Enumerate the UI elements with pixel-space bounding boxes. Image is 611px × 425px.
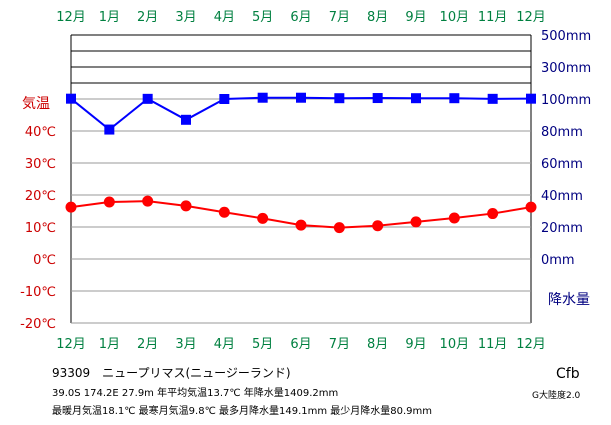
temperature-marker: [218, 206, 230, 218]
temperature-marker: [142, 195, 154, 207]
temperature-tick-label: 40℃: [25, 125, 56, 140]
precipitation-marker: [142, 93, 153, 104]
precipitation-tick-label: 500mm: [541, 29, 591, 44]
temperature-tick-label: -20℃: [20, 317, 56, 332]
top-month-labels: 12月 1月 2月 3月 4月 5月 6月 7月 8月 9月 10月 11月 12月: [56, 10, 546, 25]
temperature-marker: [410, 216, 422, 228]
precipitation-tick-label: 0mm: [541, 253, 575, 268]
temperature-marker: [180, 200, 192, 212]
precipitation-axis-title: 降水量: [548, 292, 590, 308]
month-label-top: 5月: [252, 10, 273, 25]
precipitation-tick-label: 80mm: [541, 125, 583, 140]
climate-chart: 12月 1月 2月 3月 4月 5月 6月 7月 8月 9月 10月 11月 12月 12月 1月 2月 3月…: [20, 10, 591, 352]
precipitation-marker: [487, 93, 498, 104]
precipitation-tick-label: 40mm: [541, 189, 583, 204]
precipitation-marker: [372, 93, 383, 104]
precipitation-series: [66, 92, 536, 135]
month-label-bottom: 4月: [214, 337, 235, 352]
precipitation-marker: [449, 93, 460, 104]
month-label-top: 2月: [137, 10, 158, 25]
month-label-top: 11月: [478, 10, 508, 25]
month-label-bottom: 2月: [137, 337, 158, 352]
month-label-bottom: 5月: [252, 337, 273, 352]
month-label-top: 9月: [405, 10, 426, 25]
temperature-marker: [257, 212, 269, 224]
temperature-tick-label: 30℃: [25, 157, 56, 172]
month-label-bottom: 11月: [478, 337, 508, 352]
temperature-tick-label: -10℃: [20, 285, 56, 300]
month-label-top: 12月: [56, 10, 86, 25]
month-label-top: 7月: [329, 10, 350, 25]
gridlines: [70, 34, 532, 324]
month-label-bottom: 8月: [367, 337, 388, 352]
station-info: 93309 ニュープリマス(ニュージーランド): [52, 366, 291, 380]
climate-class: Cfb: [556, 366, 580, 382]
month-label-top: 10月: [440, 10, 470, 25]
precipitation-marker: [104, 124, 115, 135]
month-label-bottom: 9月: [405, 337, 426, 352]
month-label-bottom: 12月: [516, 337, 546, 352]
temperature-marker: [525, 201, 537, 213]
precipitation-tick-label: 300mm: [541, 61, 591, 76]
precipitation-tick-label: 20mm: [541, 221, 583, 236]
month-label-top: 6月: [290, 10, 311, 25]
temperature-axis: 40℃ 30℃ 20℃ 10℃ 0℃ -10℃ -20℃: [20, 125, 56, 332]
month-label-bottom: 6月: [290, 337, 311, 352]
month-label-top: 4月: [214, 10, 235, 25]
temperature-marker: [372, 220, 384, 232]
month-label-top: 1月: [99, 10, 120, 25]
bottom-month-labels: 12月 1月 2月 3月 4月 5月 6月 7月 8月 9月 10月 11月 12月: [56, 337, 546, 352]
precipitation-marker: [526, 93, 536, 104]
month-label-bottom: 7月: [329, 337, 350, 352]
month-label-top: 8月: [367, 10, 388, 25]
temperature-tick-label: 20℃: [25, 189, 56, 204]
temperature-axis-title: 気温: [22, 96, 50, 112]
precipitation-marker: [257, 92, 268, 103]
temperature-series: [65, 195, 537, 234]
precipitation-marker: [66, 93, 76, 104]
precipitation-marker: [181, 114, 191, 125]
temperature-marker: [103, 196, 115, 208]
month-label-top: 12月: [516, 10, 546, 25]
temperature-marker: [333, 222, 345, 234]
precipitation-marker: [219, 94, 230, 104]
month-label-bottom: 10月: [440, 337, 470, 352]
month-label-bottom: 3月: [175, 337, 196, 352]
month-label-top: 3月: [175, 10, 196, 25]
temperature-tick-label: 0℃: [33, 253, 56, 268]
temperature-tick-label: 10℃: [25, 221, 56, 236]
temperature-marker: [295, 219, 307, 231]
precipitation-marker: [411, 93, 421, 104]
precipitation-axis: 500mm 300mm 100mm 80mm 60mm 40mm 20mm 0mm: [541, 29, 591, 268]
temperature-marker: [65, 201, 77, 213]
month-label-bottom: 1月: [99, 337, 120, 352]
precipitation-marker: [334, 93, 345, 104]
continentality-label: G大陸度2.0: [532, 391, 581, 401]
precipitation-tick-label: 100mm: [541, 93, 591, 108]
temperature-marker: [448, 212, 460, 224]
precipitation-marker: [296, 92, 306, 103]
station-extremes: 最暖月気温18.1℃ 最寒月気温9.8℃ 最多月降水量149.1mm 最少月降水…: [52, 406, 433, 417]
precipitation-tick-label: 60mm: [541, 157, 583, 172]
month-label-bottom: 12月: [56, 337, 86, 352]
station-stats: 39.0S 174.2E 27.9m 年平均気温13.7℃ 年降水量1409.2…: [52, 388, 339, 399]
temperature-marker: [487, 208, 499, 220]
